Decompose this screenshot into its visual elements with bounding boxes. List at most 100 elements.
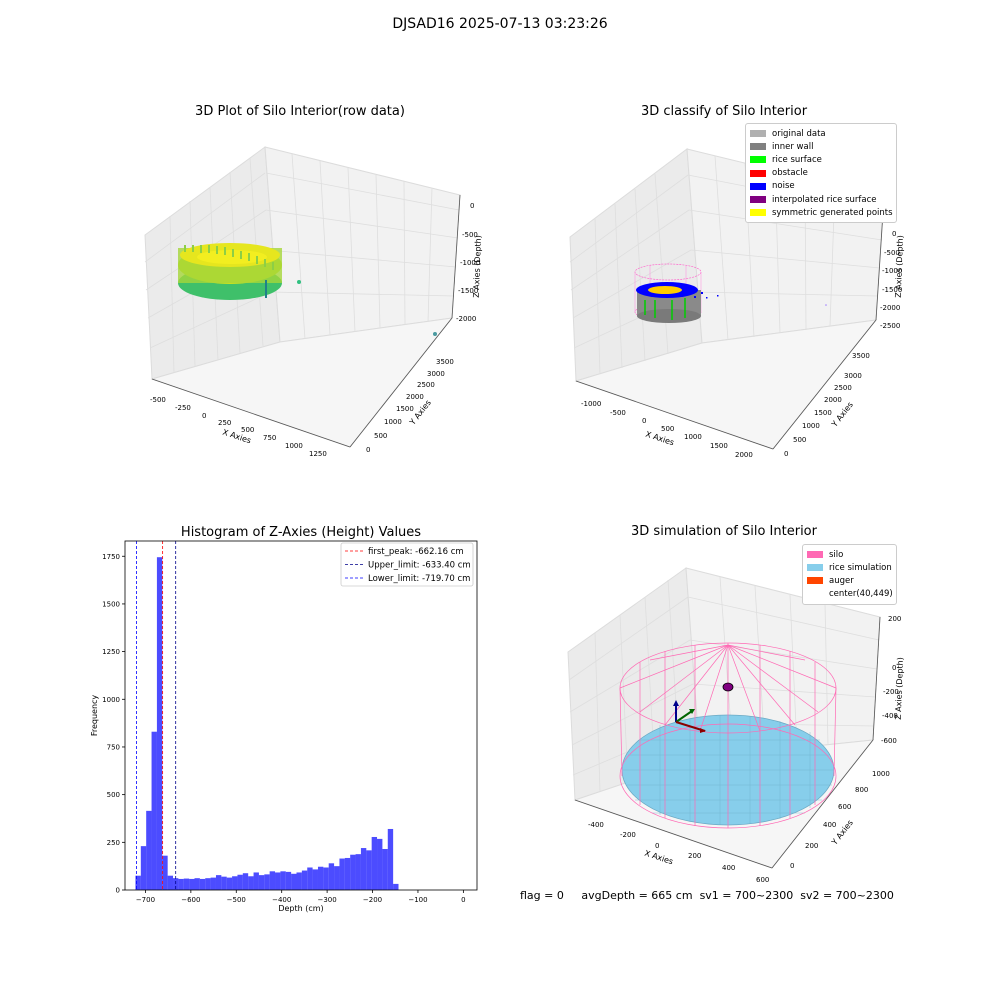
histogram-bar [183, 878, 190, 890]
tick: 2000 [824, 396, 842, 404]
histogram-bar [232, 876, 238, 890]
tick: 600 [838, 803, 852, 811]
tick: 200 [688, 852, 702, 860]
histogram-bar [237, 874, 243, 890]
tick: 500 [661, 425, 675, 433]
legend-item: inner wall [750, 140, 892, 153]
tick: 200 [888, 615, 902, 623]
histogram-bar [382, 848, 388, 890]
histogram-bar [387, 828, 394, 890]
histogram-bar [167, 875, 174, 890]
histogram-y-label: Frequency [90, 695, 99, 737]
tick: 0 [892, 230, 897, 238]
histogram-legend [340, 542, 474, 587]
histogram-bar [350, 854, 356, 890]
tick: 0 [366, 446, 371, 454]
legend-label: rice simulation [829, 562, 892, 573]
tick: -400 [882, 712, 898, 720]
tick: 0 [202, 412, 207, 420]
legend-item: noise [750, 180, 892, 193]
y-tick-label: 500 [107, 791, 120, 799]
tick: -200 [883, 688, 899, 696]
histogram-bar [323, 867, 329, 890]
tick: 1000 [285, 442, 303, 450]
tick: 2500 [417, 381, 435, 389]
tick: 2000 [735, 451, 753, 459]
tick: 400 [823, 821, 837, 829]
legend-swatch [807, 591, 823, 598]
tick: -250 [175, 404, 191, 412]
tick: -400 [588, 821, 604, 829]
tick: 2500 [834, 384, 852, 392]
histogram-bar [135, 875, 141, 890]
tick: 1500 [814, 409, 832, 417]
tick: 500 [793, 436, 807, 444]
tick: -1000 [581, 400, 602, 408]
tick: 1000 [684, 433, 702, 441]
y-tick-label: 750 [107, 743, 120, 751]
legend-label: interpolated rice surface [772, 194, 877, 205]
histogram-bar [248, 876, 254, 890]
legend-item: symmetric generated points [750, 206, 893, 219]
tick: 500 [374, 432, 388, 440]
tick: 0 [790, 862, 795, 870]
histogram-bar [194, 878, 200, 890]
sv1-text: sv1 = 700~2300 [699, 889, 794, 902]
simulation-x-label: X Axies [643, 848, 675, 867]
legend-label: Upper_limit: -633.40 cm [368, 561, 471, 571]
x-tick-label: 0 [461, 896, 465, 904]
x-tick-label: −400 [272, 896, 291, 904]
classify-y-label: Y Axies [830, 400, 855, 429]
legend-item: rice simulation [807, 561, 892, 574]
x-tick-label: −700 [136, 896, 155, 904]
status-line: flag = 0 avgDepth = 665 cm sv1 = 700~230… [520, 889, 894, 902]
histogram-bar [156, 557, 163, 890]
histogram-bar [307, 867, 313, 890]
histogram-bar [285, 871, 292, 890]
histogram-x-label: Depth (cm) [278, 904, 323, 913]
histogram-bar [355, 854, 361, 890]
tick: -500 [462, 231, 478, 239]
legend-label: Lower_limit: -719.70 cm [368, 574, 470, 584]
x-tick-label: −500 [227, 896, 246, 904]
legend-swatch [750, 169, 766, 177]
histogram-bar [280, 871, 286, 890]
simulation-plot-title: 3D simulation of Silo Interior [631, 524, 817, 539]
legend-label: obstacle [772, 168, 808, 179]
tick: 1500 [396, 405, 414, 413]
histogram-bar [205, 878, 211, 890]
tick: 3500 [852, 352, 870, 360]
tick: -200 [620, 831, 636, 839]
histogram-bar [199, 878, 206, 890]
legend-item: center(40,449) [807, 588, 893, 601]
histogram-bar [162, 855, 168, 890]
legend-swatch [750, 196, 766, 204]
histogram-bar [151, 731, 157, 890]
histogram-bar [334, 866, 340, 890]
legend-item: auger [807, 574, 892, 587]
classify-plot-title: 3D classify of Silo Interior [640, 104, 808, 119]
histogram-bar [328, 863, 335, 890]
tick: 800 [855, 786, 869, 794]
tick: 0 [784, 450, 789, 458]
tick: 750 [263, 434, 277, 442]
legend-label: inner wall [772, 141, 814, 152]
histogram-bar [275, 872, 281, 890]
legend-label: auger [829, 575, 854, 586]
histogram-bar [360, 848, 367, 890]
tick: -1000 [882, 267, 903, 275]
legend-label: first_peak: -662.16 cm [368, 547, 464, 557]
histogram-title: Histogram of Z-Axies (Height) Values [181, 525, 421, 540]
y-tick-label: 1750 [102, 553, 120, 561]
histogram-frame [124, 540, 478, 891]
tick: 2000 [406, 393, 424, 401]
tick: -2500 [880, 322, 901, 330]
y-tick-label: 1250 [102, 648, 120, 656]
legend-item: obstacle [750, 167, 892, 180]
tick: 3000 [844, 372, 862, 380]
histogram-bar [173, 878, 179, 890]
raw-z-label: Z Axies (Depth) [471, 235, 483, 298]
tick: -2000 [880, 304, 901, 312]
legend-label: noise [772, 181, 795, 192]
tick: 1000 [384, 418, 402, 426]
